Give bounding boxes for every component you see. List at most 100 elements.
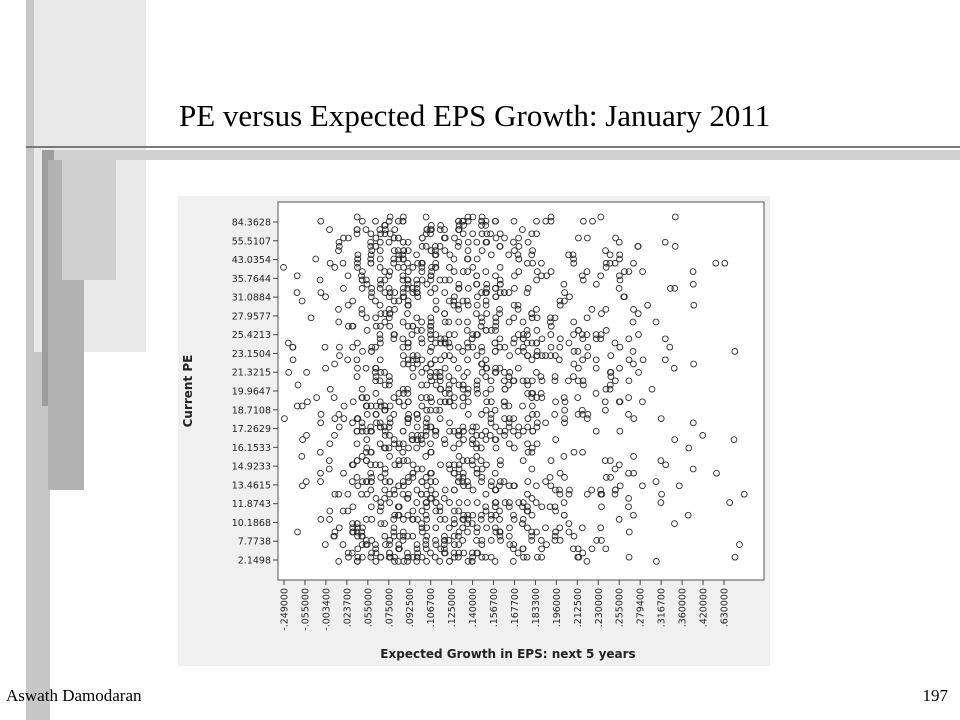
data-point bbox=[381, 465, 389, 473]
data-point bbox=[551, 503, 559, 511]
data-point bbox=[671, 436, 679, 443]
data-point bbox=[446, 465, 454, 473]
data-point bbox=[441, 339, 449, 347]
y-tick-label: 16.1533 bbox=[232, 443, 271, 454]
data-point bbox=[487, 415, 495, 422]
data-point bbox=[335, 238, 343, 246]
data-point bbox=[501, 385, 509, 393]
data-point bbox=[427, 327, 435, 334]
data-point bbox=[427, 289, 435, 296]
data-point bbox=[349, 398, 357, 406]
x-tick-label: .196000 bbox=[552, 588, 563, 627]
x-tick-label: .630000 bbox=[720, 588, 731, 627]
data-point bbox=[487, 251, 495, 259]
data-point bbox=[561, 474, 568, 481]
data-point bbox=[547, 482, 555, 490]
data-point bbox=[487, 537, 495, 544]
data-point bbox=[505, 532, 513, 540]
data-point bbox=[602, 306, 610, 313]
data-point bbox=[363, 327, 371, 334]
data-point bbox=[372, 495, 380, 502]
data-point bbox=[464, 285, 472, 292]
data-point bbox=[386, 213, 394, 221]
y-tick-label: 10.1868 bbox=[232, 518, 271, 529]
data-point bbox=[492, 318, 500, 326]
data-point bbox=[372, 234, 380, 242]
data-point bbox=[298, 297, 306, 305]
data-point bbox=[510, 377, 517, 385]
data-point bbox=[441, 440, 449, 448]
data-point bbox=[353, 213, 361, 221]
data-point bbox=[335, 306, 342, 313]
data-point bbox=[509, 545, 517, 553]
data-point bbox=[293, 289, 301, 296]
data-point bbox=[487, 516, 495, 523]
data-point bbox=[362, 541, 370, 548]
data-point bbox=[385, 553, 393, 561]
data-point bbox=[455, 541, 463, 548]
data-point bbox=[524, 238, 532, 246]
data-point bbox=[496, 478, 504, 485]
data-point bbox=[391, 306, 398, 313]
data-point bbox=[510, 511, 517, 519]
data-point bbox=[377, 339, 384, 347]
data-point bbox=[492, 234, 500, 242]
data-point bbox=[533, 230, 540, 238]
data-point bbox=[312, 255, 320, 263]
data-point bbox=[422, 432, 430, 439]
data-point bbox=[459, 348, 467, 355]
data-point bbox=[474, 390, 481, 397]
data-point bbox=[381, 469, 389, 477]
data-point bbox=[529, 259, 536, 267]
data-point bbox=[616, 276, 624, 284]
data-point bbox=[505, 289, 513, 296]
data-point bbox=[469, 264, 477, 271]
data-point bbox=[630, 469, 637, 477]
data-point bbox=[390, 436, 398, 443]
data-point bbox=[520, 553, 527, 561]
data-point bbox=[376, 226, 384, 233]
data-point bbox=[615, 238, 623, 246]
data-point bbox=[385, 306, 393, 313]
data-point bbox=[578, 524, 586, 532]
data-point bbox=[511, 285, 518, 292]
data-point bbox=[661, 335, 669, 343]
data-point bbox=[385, 381, 393, 389]
data-point bbox=[280, 264, 287, 271]
data-point bbox=[510, 238, 517, 246]
data-point bbox=[418, 490, 425, 498]
data-point bbox=[482, 490, 490, 498]
data-point bbox=[432, 507, 440, 515]
data-point bbox=[602, 474, 610, 481]
data-point bbox=[464, 520, 472, 527]
data-point bbox=[437, 339, 444, 347]
data-point bbox=[533, 369, 540, 376]
data-point bbox=[578, 406, 586, 414]
data-point bbox=[469, 461, 476, 469]
data-point bbox=[428, 495, 435, 502]
data-point bbox=[514, 251, 522, 259]
data-point bbox=[317, 469, 324, 477]
data-point bbox=[579, 335, 587, 343]
data-point bbox=[399, 276, 407, 284]
data-point bbox=[506, 524, 513, 532]
data-point bbox=[368, 348, 375, 355]
data-point bbox=[385, 293, 393, 301]
data-point bbox=[509, 558, 517, 565]
data-point bbox=[592, 390, 600, 397]
data-point bbox=[381, 423, 388, 431]
data-point bbox=[437, 335, 445, 343]
data-point bbox=[340, 402, 348, 410]
data-point bbox=[533, 314, 541, 322]
data-point bbox=[372, 297, 379, 305]
data-point bbox=[455, 432, 463, 439]
data-point bbox=[478, 348, 486, 355]
data-point bbox=[450, 255, 458, 263]
data-point bbox=[335, 423, 343, 431]
data-point bbox=[428, 264, 435, 271]
data-point bbox=[367, 230, 375, 238]
data-point bbox=[390, 247, 398, 254]
data-point bbox=[497, 461, 504, 469]
data-point bbox=[404, 276, 411, 284]
x-tick-label: .279400 bbox=[636, 588, 647, 627]
